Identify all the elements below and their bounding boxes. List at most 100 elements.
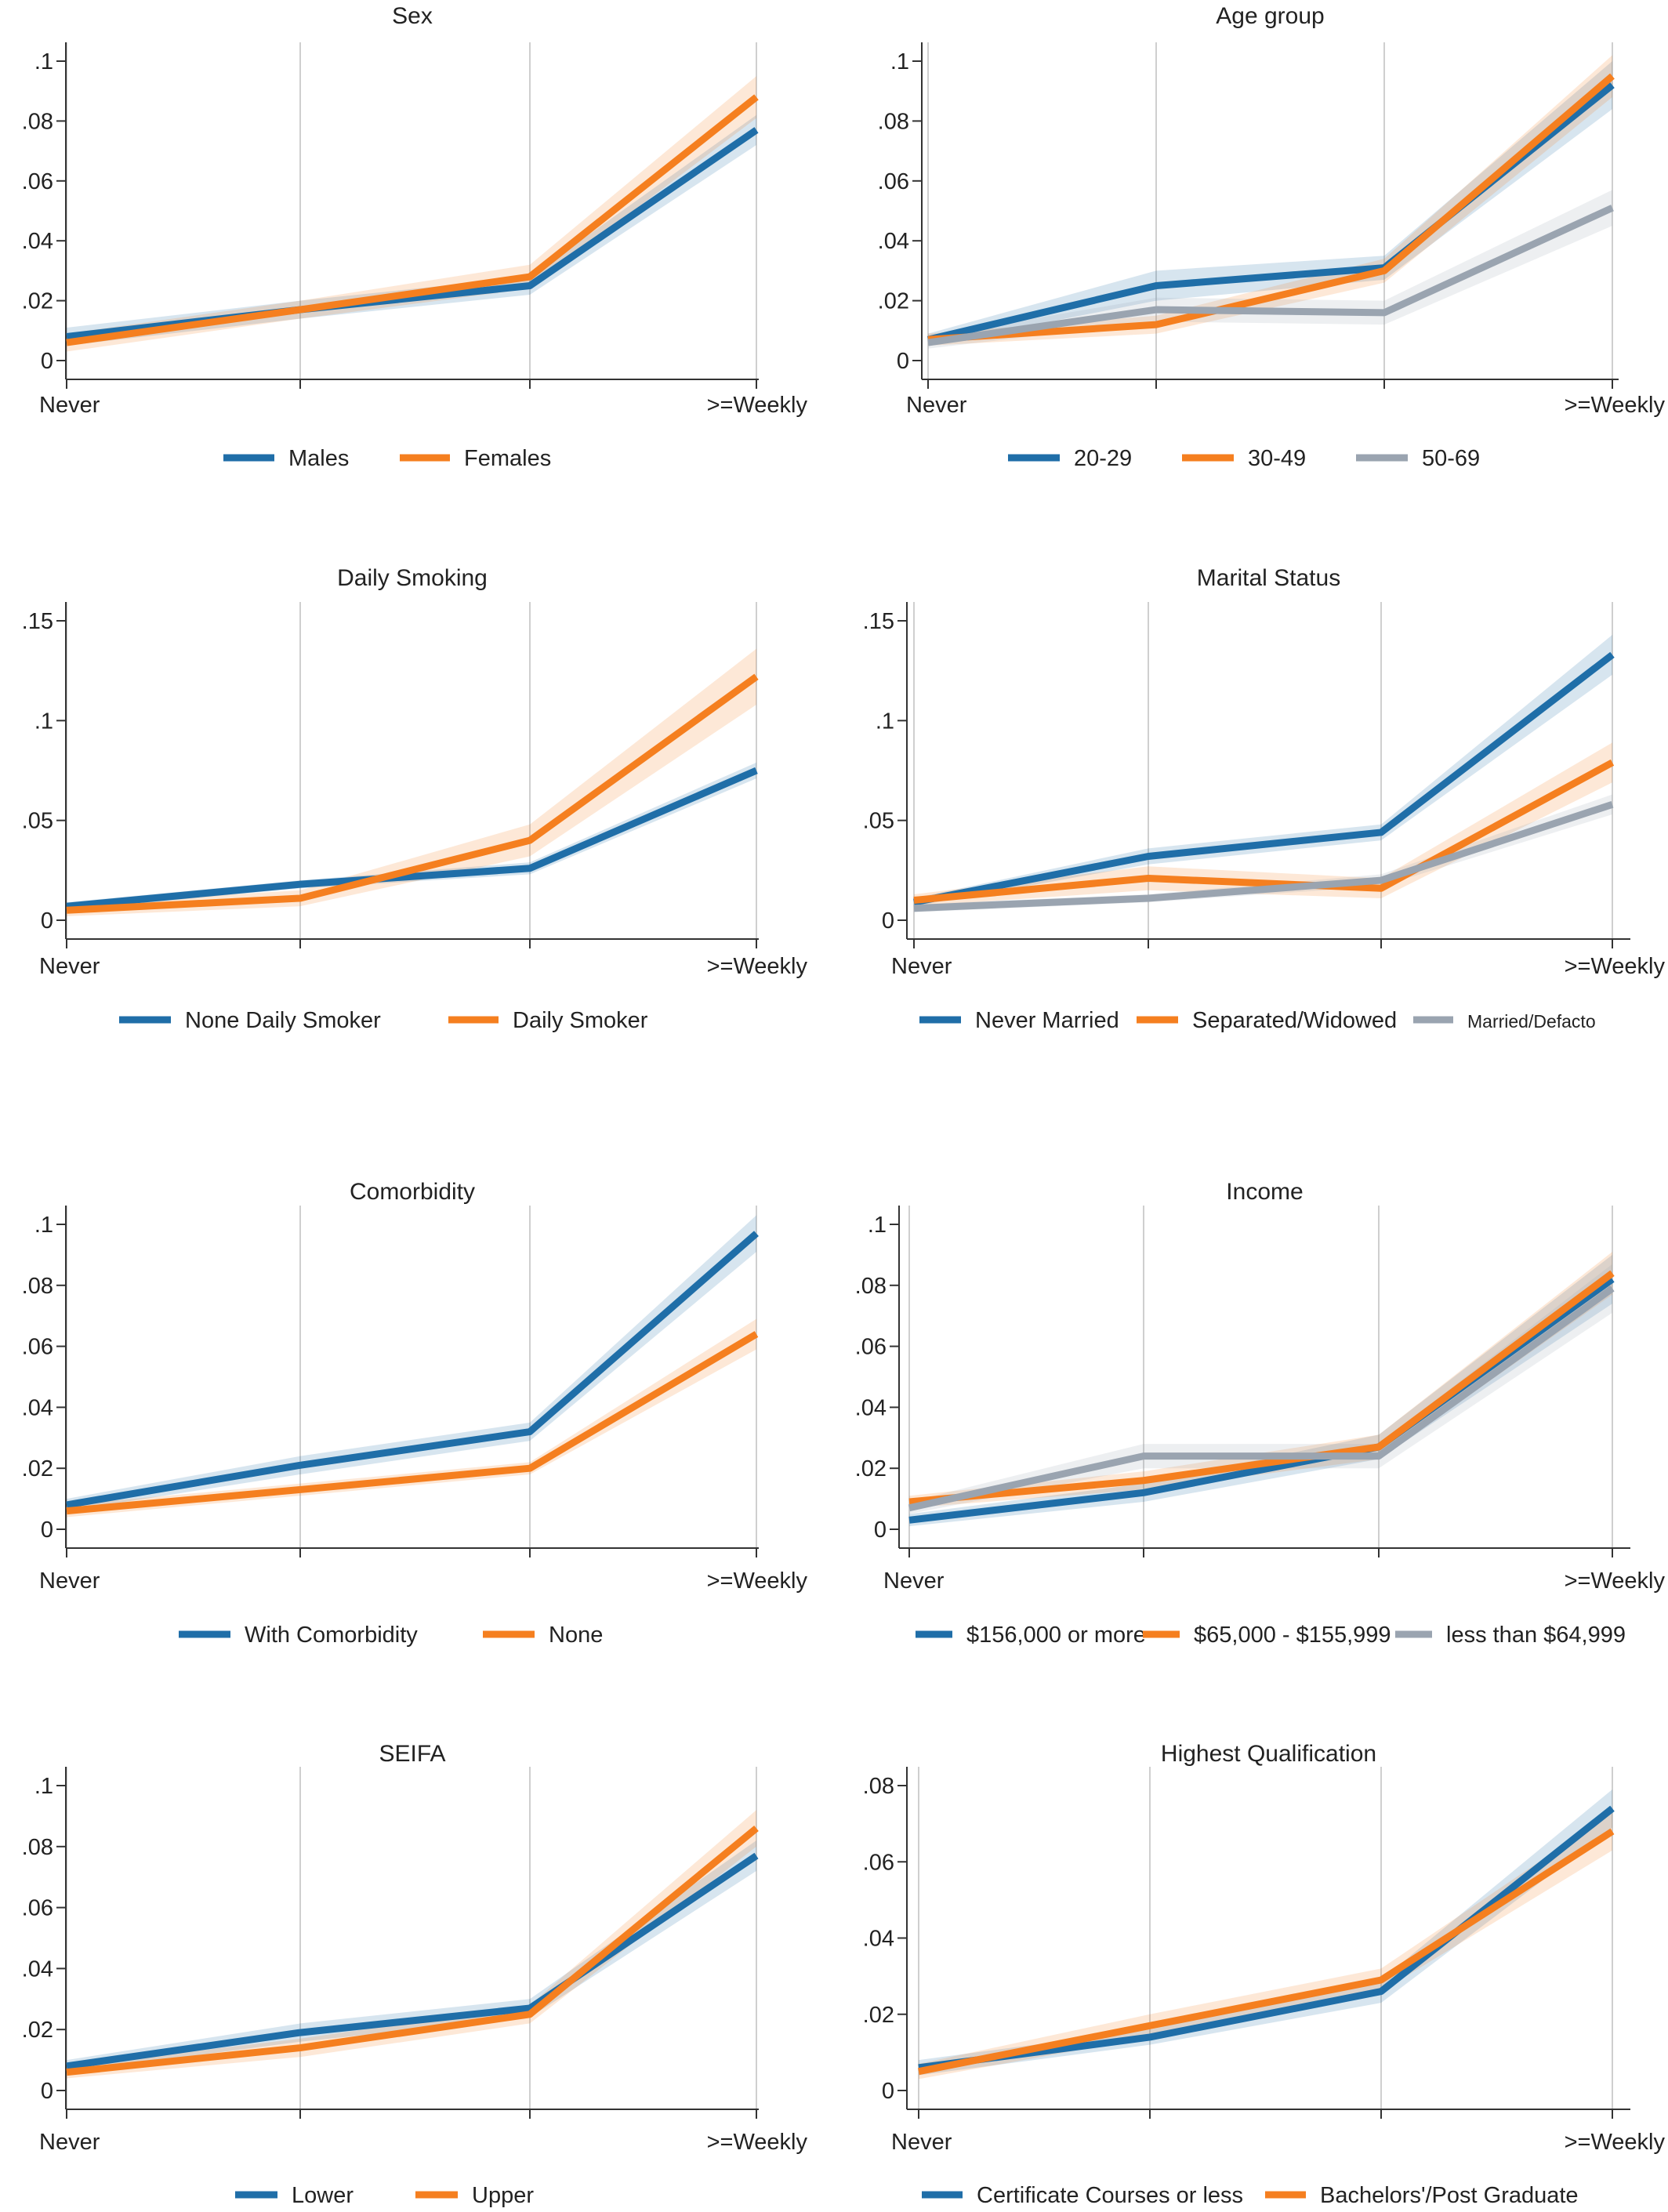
y-tick-label: .02 xyxy=(878,289,909,314)
y-tick-label: .08 xyxy=(878,109,909,134)
ci-band-2 xyxy=(928,55,1612,346)
legend-label: Daily Smoker xyxy=(513,1008,648,1033)
y-tick-label: .08 xyxy=(22,109,53,134)
chart-title: Comorbidity xyxy=(350,1179,475,1205)
y-tick-label: .06 xyxy=(22,1335,53,1360)
y-tick-label: .05 xyxy=(22,809,53,834)
chart-title: Highest Qualification xyxy=(1161,1741,1376,1767)
y-tick-label: .04 xyxy=(863,1927,894,1952)
x-tick-label: Never xyxy=(39,954,100,979)
legend-label: Married/Defacto xyxy=(1467,1011,1596,1032)
legend-label: Never Married xyxy=(975,1008,1119,1033)
series-line-2 xyxy=(927,73,1615,343)
y-tick-label: .02 xyxy=(22,1456,53,1481)
legend-label: $65,000 - $155,999 xyxy=(1194,1623,1391,1648)
y-tick-label: .08 xyxy=(855,1274,887,1299)
ci-band-1 xyxy=(67,114,756,346)
series-line-2 xyxy=(66,1331,759,1515)
legend-label: Bachelors'/Post Graduate xyxy=(1320,2183,1579,2208)
y-tick-label: .02 xyxy=(863,2003,894,2028)
x-tick-label: >=Weekly xyxy=(707,1568,808,1594)
series-line-3 xyxy=(927,205,1614,346)
legend-label: Separated/Widowed xyxy=(1192,1008,1397,1033)
y-tick-label: .15 xyxy=(22,609,53,634)
chart-panel-7: SEIFA 0 .02 .04 .06 .08 .1 Never >=Weekly Lower Up… xyxy=(22,1741,808,2208)
ci-band-1 xyxy=(919,1789,1612,2076)
ci-band-2 xyxy=(919,1812,1612,2080)
ci-band-1 xyxy=(67,1215,756,1511)
series-line-2 xyxy=(918,1828,1615,2076)
ci-band-2 xyxy=(67,1810,756,2079)
y-tick-label: .1 xyxy=(34,709,53,734)
y-tick-label: 0 xyxy=(41,2079,53,2104)
chart-panel-2: Age group 0 .02 .04 .06 .08 .1 Never >=Weekly 20-… xyxy=(878,3,1666,471)
y-tick-label: .06 xyxy=(22,169,53,194)
y-tick-label: .15 xyxy=(863,609,894,634)
y-tick-label: 0 xyxy=(897,349,909,374)
ci-band-3 xyxy=(928,190,1612,349)
ci-band-2 xyxy=(67,76,756,352)
legend-label: $156,000 or more xyxy=(966,1623,1146,1648)
legend-label: Lower xyxy=(292,2183,354,2208)
x-tick-label: Never xyxy=(891,954,952,979)
y-tick-label: .04 xyxy=(855,1395,887,1420)
ci-band-1 xyxy=(67,1840,756,2072)
y-tick-label: 0 xyxy=(874,1518,887,1543)
chart-panel-5: Comorbidity 0 .02 .04 .06 .08 .1 Never >=Weekly W… xyxy=(22,1179,808,1648)
chart-panel-3: Daily Smoking 0 .05 .1 .15 Never >=Weekly None … xyxy=(22,565,808,1033)
chart-panel-4: Marital Status 0 .05 .1 .15 Never >=Weekly Neve… xyxy=(863,565,1666,1033)
chart-title: Daily Smoking xyxy=(337,565,488,591)
series-line-2 xyxy=(913,759,1615,905)
legend-label: Upper xyxy=(472,2183,534,2208)
y-tick-label: .1 xyxy=(34,1774,53,1799)
x-tick-label: Never xyxy=(39,1568,100,1594)
chart-title: Age group xyxy=(1216,3,1324,29)
x-tick-label: Never xyxy=(906,393,967,418)
series-line-1 xyxy=(66,1852,759,2070)
legend-label: 50-69 xyxy=(1422,446,1480,471)
ci-band-1 xyxy=(928,61,1612,346)
y-tick-label: .02 xyxy=(855,1456,887,1481)
legend-label: Males xyxy=(288,446,349,471)
y-tick-label: .06 xyxy=(855,1335,887,1360)
series-line-2 xyxy=(908,1270,1615,1506)
legend-label: None xyxy=(549,1623,603,1648)
y-tick-label: .04 xyxy=(22,1956,53,1982)
y-tick-label: 0 xyxy=(41,908,53,934)
y-tick-label: 0 xyxy=(882,908,894,934)
legend-label: Females xyxy=(464,446,551,471)
y-tick-label: .1 xyxy=(34,1213,53,1238)
chart-title: Sex xyxy=(392,3,433,29)
series-line-1 xyxy=(66,767,758,910)
chart-panel-6: Income 0 .02 .04 .06 .08 .1 Never >=Weekly $156,0… xyxy=(855,1179,1666,1648)
x-tick-label: Never xyxy=(883,1568,945,1594)
y-tick-label: .1 xyxy=(890,49,909,74)
x-tick-label: Never xyxy=(39,2130,100,2155)
y-tick-label: 0 xyxy=(41,1518,53,1543)
y-tick-label: .04 xyxy=(878,229,909,254)
x-tick-label: Never xyxy=(891,2130,952,2155)
y-tick-label: .1 xyxy=(876,709,894,734)
x-tick-label: >=Weekly xyxy=(1565,393,1666,418)
series-line-1 xyxy=(913,651,1615,906)
y-tick-label: .02 xyxy=(22,289,53,314)
x-tick-label: >=Weekly xyxy=(1565,954,1666,979)
ci-band-1 xyxy=(67,762,756,911)
chart-title: Income xyxy=(1226,1179,1303,1205)
y-tick-label: .06 xyxy=(863,1850,894,1875)
legend-label: 30-49 xyxy=(1248,446,1306,471)
series-line-2 xyxy=(66,1825,759,2076)
y-tick-label: 0 xyxy=(41,349,53,374)
x-tick-label: >=Weekly xyxy=(1565,2130,1666,2155)
chart-title: SEIFA xyxy=(379,1741,445,1767)
x-tick-label: >=Weekly xyxy=(707,393,808,418)
legend-label: less than $64,999 xyxy=(1446,1623,1626,1648)
series-line-2 xyxy=(66,94,759,346)
y-tick-label: .06 xyxy=(22,1896,53,1921)
y-tick-label: .1 xyxy=(34,49,53,74)
legend-label: Certificate Courses or less xyxy=(977,2183,1243,2208)
chart-panel-8: Highest Qualification 0 .02 .04 .06 .08 Never >… xyxy=(863,1741,1666,2208)
x-tick-label: >=Weekly xyxy=(1565,1568,1666,1594)
legend-label: 20-29 xyxy=(1074,446,1132,471)
